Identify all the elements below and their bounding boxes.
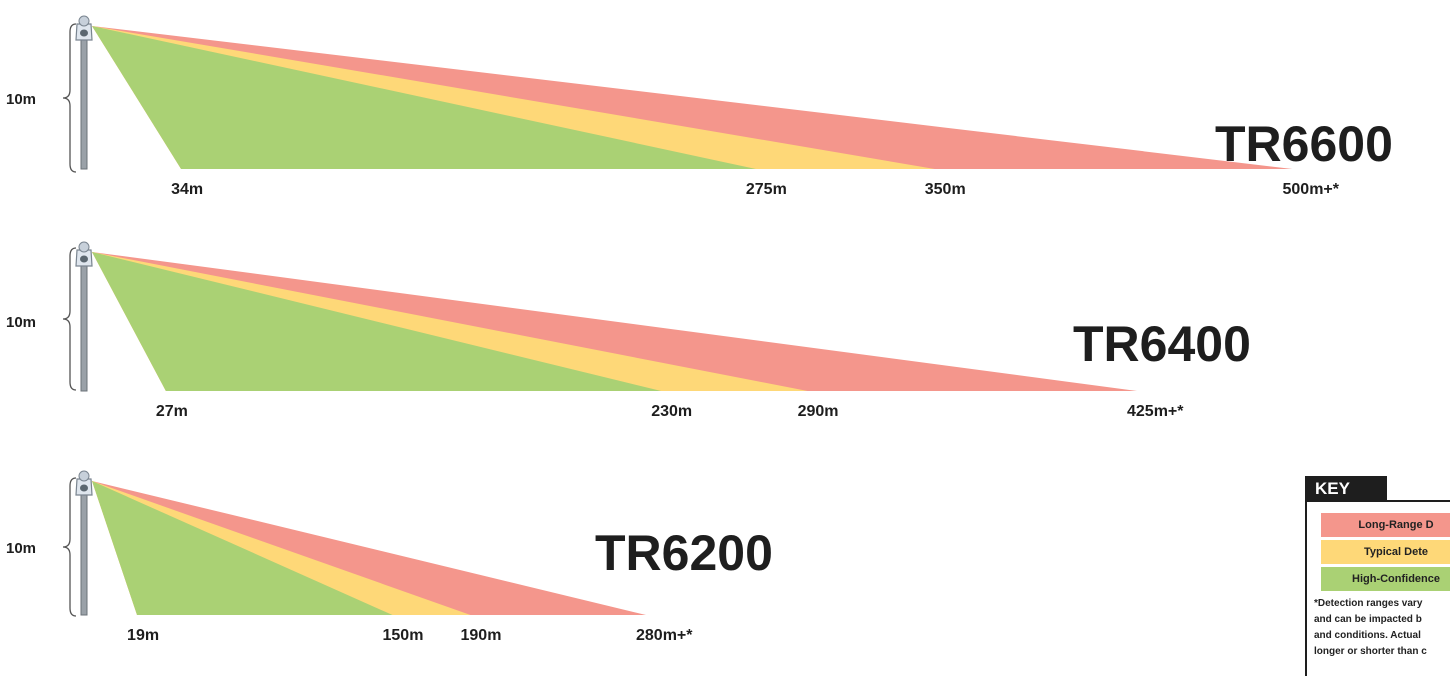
diagram-group: 10m 34m 275m 350m 500m+* TR6600 10m 27m 230m 290m… — [6, 15, 1393, 644]
distance-label: 500m+* — [1283, 181, 1340, 198]
distance-label: 190m — [461, 627, 502, 644]
key-item-high-confidence: High-Confidence — [1321, 567, 1450, 591]
key-note: *Detection ranges vary and can be impact… — [1314, 596, 1450, 660]
distance-label: 27m — [156, 403, 188, 420]
key-note-line: *Detection ranges vary — [1314, 598, 1423, 609]
height-label: 10m — [6, 314, 36, 331]
pole — [80, 265, 88, 392]
height-label: 10m — [6, 540, 36, 557]
height-bracket — [62, 247, 77, 391]
high-confidence-zone — [92, 481, 393, 615]
model-name: TR6200 — [595, 525, 773, 581]
high-confidence-zone — [92, 252, 662, 391]
key-note-line: and conditions. Actual — [1314, 630, 1421, 641]
key-note-line: longer or shorter than c — [1314, 646, 1427, 657]
camera-lens-icon — [80, 484, 88, 492]
distance-label: 275m — [746, 181, 787, 198]
distance-label: 290m — [798, 403, 839, 420]
key-item-long-range: Long-Range D — [1321, 513, 1450, 537]
key-title: KEY — [1305, 476, 1387, 501]
key-item-typical: Typical Dete — [1321, 540, 1450, 564]
height-bracket — [62, 477, 77, 617]
camera-dome-icon — [78, 241, 90, 253]
model-name: TR6600 — [1215, 116, 1393, 172]
distance-label: 280m+* — [636, 627, 693, 644]
camera-dome-icon — [78, 15, 90, 27]
high-confidence-zone — [92, 26, 756, 169]
pole — [80, 494, 88, 616]
height-bracket — [62, 23, 77, 173]
diagram-tr6400: 10m 27m 230m 290m 425m+* TR6400 — [6, 241, 1251, 420]
pole — [80, 39, 88, 170]
distance-label: 150m — [383, 627, 424, 644]
model-name: TR6400 — [1073, 316, 1251, 372]
distance-label: 34m — [171, 181, 203, 198]
diagram-tr6600: 10m 34m 275m 350m 500m+* TR6600 — [6, 15, 1393, 198]
camera-lens-icon — [80, 29, 88, 37]
distance-label: 425m+* — [1127, 403, 1184, 420]
camera-dome-icon — [78, 470, 90, 482]
distance-label: 19m — [127, 627, 159, 644]
key-frame — [1305, 500, 1307, 676]
key-panel: KEY Long-Range D Typical Dete High-Confi… — [1305, 476, 1450, 676]
key-rule — [1305, 500, 1450, 502]
camera-lens-icon — [80, 255, 88, 263]
distance-label: 350m — [925, 181, 966, 198]
diagram-tr6200: 10m 19m 150m 190m 280m+* TR6200 — [6, 470, 773, 644]
distance-label: 230m — [651, 403, 692, 420]
key-note-line: and can be impacted b — [1314, 614, 1422, 625]
height-label: 10m — [6, 91, 36, 108]
